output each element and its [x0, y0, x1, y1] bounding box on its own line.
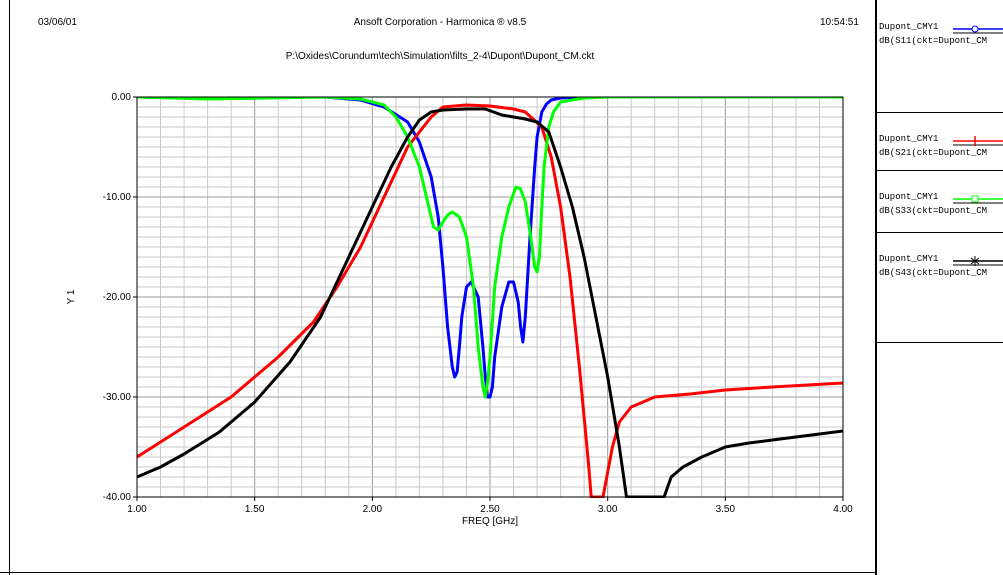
series-line-4	[137, 107, 843, 498]
legend-entry-2: Dupont_CMY1 dB(S21(ckt=Dupont_CM	[877, 112, 1003, 171]
x-tick-label: 3.00	[598, 504, 618, 515]
legend-expression: dB(S33(ckt=Dupont_CM	[879, 206, 988, 216]
x-tick-label: 4.00	[833, 504, 853, 515]
y-tick-label: -40.00	[103, 492, 132, 503]
x-tick-label: 3.50	[716, 504, 736, 515]
x-tick-label: 2.00	[363, 504, 383, 515]
legend-entry-1: Dupont_CMY1 dB(S11(ckt=Dupont_CM	[877, 0, 1003, 113]
legend-dataset-name: Dupont_CMY1	[879, 22, 939, 32]
plot-date: 03/06/01	[38, 17, 77, 28]
y-axis-label: Y 1	[66, 289, 77, 304]
legend-expression: dB(S11(ckt=Dupont_CM	[879, 36, 988, 46]
y-tick-label: -10.00	[103, 192, 132, 203]
legend-dataset-name: Dupont_CMY1	[879, 192, 939, 202]
legend-expression: dB(S43(ckt=Dupont_CM	[879, 268, 988, 278]
plot-title: Ansoft Corporation - Harmonica ® v8.5	[353, 17, 527, 28]
legend-entry-4: Dupont_CMY1 dB(S43(ckt=Dupont_CM	[877, 232, 1003, 343]
legend-dataset-name: Dupont_CMY1	[879, 134, 939, 144]
plus-icon	[953, 136, 1003, 146]
circuit-file-path: P:\Oxides\Corundum\tech\Simulation\filts…	[285, 51, 595, 62]
plot-time: 10:54:51	[820, 17, 859, 28]
circle-icon	[953, 25, 1003, 34]
series-line-2	[137, 103, 843, 498]
series-line-3	[137, 97, 843, 399]
legend-panel	[875, 0, 1003, 575]
x-tick-label: 1.00	[127, 504, 147, 515]
square-icon	[953, 195, 1003, 204]
legend-entry-3: Dupont_CMY1 dB(S33(ckt=Dupont_CM	[877, 170, 1003, 233]
y-tick-label: -30.00	[103, 392, 132, 403]
y-tick-label: -20.00	[103, 292, 132, 303]
legend-dataset-name: Dupont_CMY1	[879, 254, 939, 264]
chart-plot: 1.00 1.50 2.00 2.50 3.00 3.50 4.00 0.00 -10.00 -2…	[66, 92, 853, 527]
legend-expression: dB(S21(ckt=Dupont_CM	[879, 148, 988, 158]
left-border	[9, 0, 10, 575]
x-tick-label: 2.50	[480, 504, 500, 515]
x-axis-label: FREQ [GHz]	[462, 516, 518, 527]
asterisk-icon	[953, 256, 1003, 266]
x-tick-label: 1.50	[245, 504, 265, 515]
y-tick-label: 0.00	[112, 92, 132, 103]
bottom-border	[0, 572, 876, 573]
